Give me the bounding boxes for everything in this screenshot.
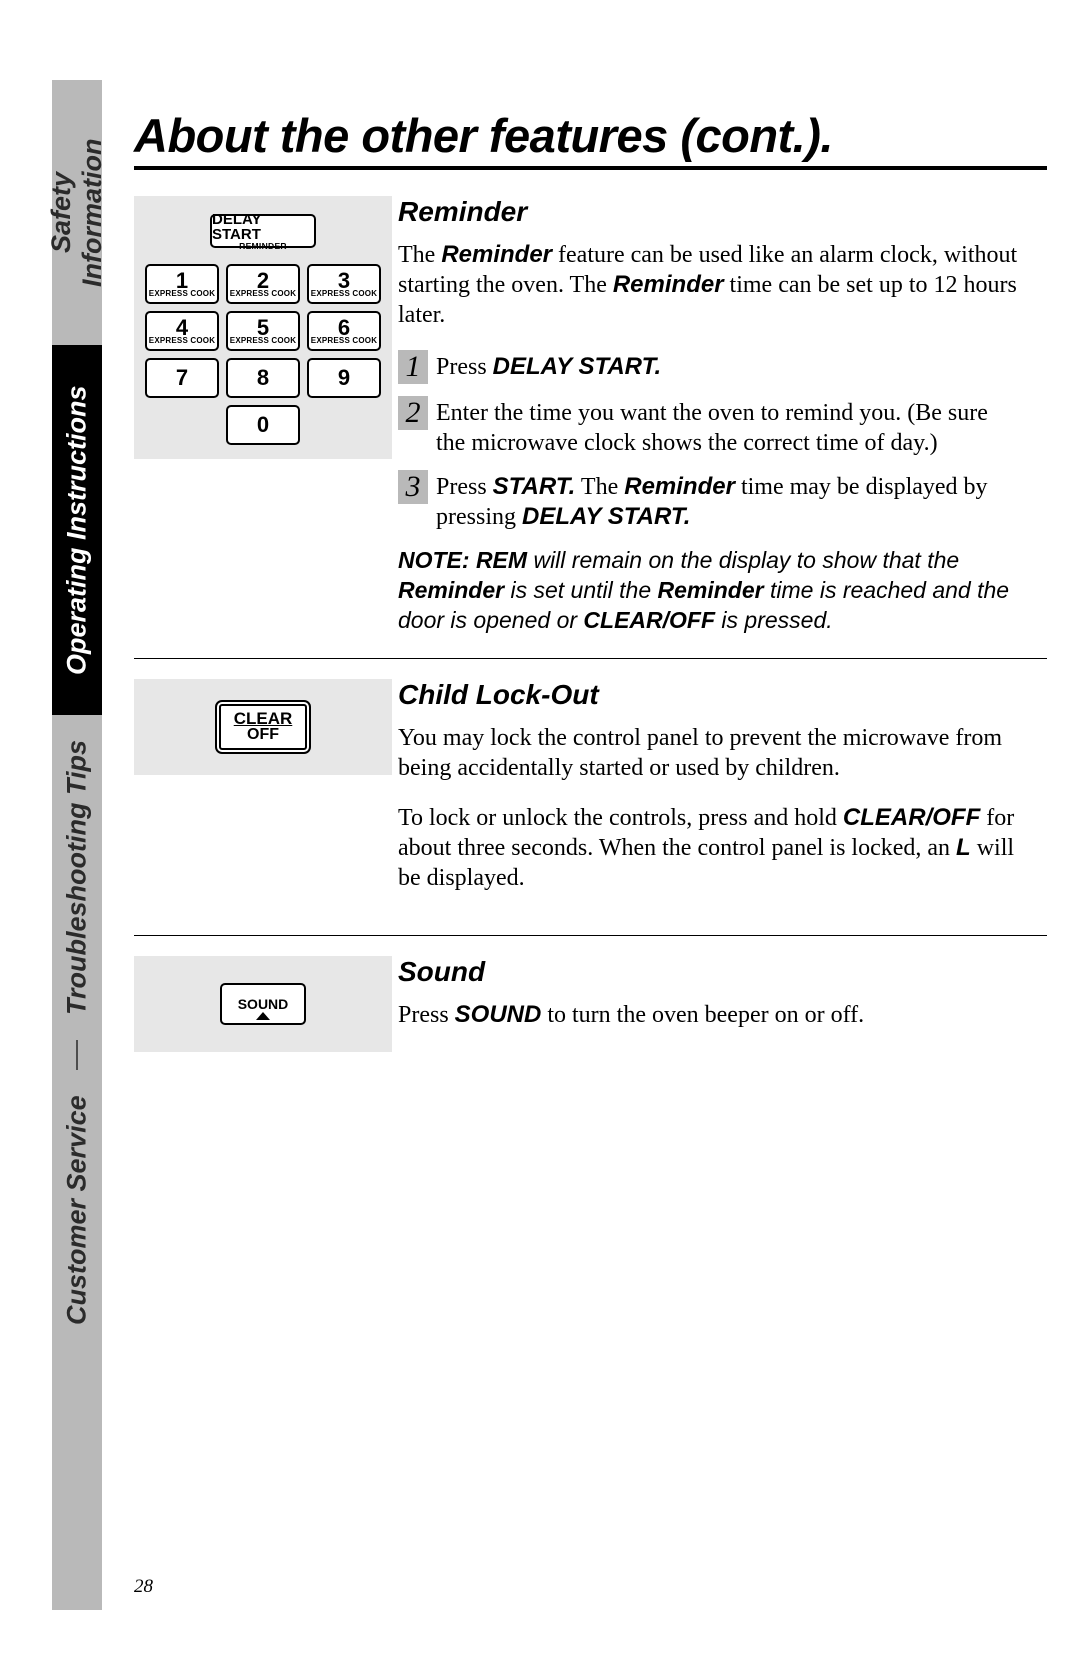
sound-p: Press SOUND to turn the oven beeper on o… bbox=[398, 1000, 1023, 1030]
tab-customer-service: Customer Service bbox=[52, 1070, 102, 1350]
lockout-p1: You may lock the control panel to preven… bbox=[398, 723, 1023, 783]
reminder-note: NOTE: REM will remain on the display to … bbox=[398, 546, 1023, 636]
reminder-step-2: 2 Enter the time you want the oven to re… bbox=[398, 396, 1023, 458]
sound-heading: Sound bbox=[398, 956, 1023, 988]
keypad: 1EXPRESS COOK 2EXPRESS COOK 3EXPRESS COO… bbox=[145, 264, 381, 445]
key-5: 5EXPRESS COOK bbox=[226, 311, 300, 351]
sound-panel: SOUND bbox=[134, 956, 392, 1052]
tab-safety: Safety Information bbox=[52, 80, 102, 345]
key-0: 0 bbox=[226, 405, 300, 445]
reminder-intro: The Reminder feature can be used like an… bbox=[398, 240, 1023, 330]
clearoff-panel: CLEAR OFF bbox=[134, 679, 392, 775]
key-8: 8 bbox=[226, 358, 300, 398]
title-rule bbox=[134, 166, 1047, 170]
tab-divider bbox=[52, 1040, 102, 1070]
sound-button: SOUND bbox=[220, 983, 306, 1025]
triangle-up-icon bbox=[256, 1012, 270, 1020]
key-4: 4EXPRESS COOK bbox=[145, 311, 219, 351]
key-2: 2EXPRESS COOK bbox=[226, 264, 300, 304]
tab-operating: Operating Instructions bbox=[52, 345, 102, 715]
reminder-step-1: 1 Press DELAY START. bbox=[398, 350, 1023, 384]
sidebar-tabs: Safety Information Operating Instruction… bbox=[52, 80, 102, 1610]
key-1: 1EXPRESS COOK bbox=[145, 264, 219, 304]
key-3: 3EXPRESS COOK bbox=[307, 264, 381, 304]
lockout-heading: Child Lock-Out bbox=[398, 679, 1023, 711]
lockout-p2: To lock or unlock the controls, press an… bbox=[398, 803, 1023, 893]
key-7: 7 bbox=[145, 358, 219, 398]
page-title: About the other features (cont.). bbox=[134, 108, 1047, 163]
page-number: 28 bbox=[134, 1576, 153, 1598]
delay-start-button: DELAY START REMINDER bbox=[210, 214, 316, 248]
clear-off-button: CLEAR OFF bbox=[215, 700, 311, 754]
section-rule bbox=[134, 658, 1047, 659]
key-6: 6EXPRESS COOK bbox=[307, 311, 381, 351]
tab-troubleshooting: Troubleshooting Tips bbox=[52, 715, 102, 1040]
keypad-panel: DELAY START REMINDER 1EXPRESS COOK 2EXPR… bbox=[134, 196, 392, 459]
section-rule-2 bbox=[134, 935, 1047, 936]
reminder-heading: Reminder bbox=[398, 196, 1023, 228]
key-9: 9 bbox=[307, 358, 381, 398]
reminder-step-3: 3 Press START. The Reminder time may be … bbox=[398, 470, 1023, 532]
